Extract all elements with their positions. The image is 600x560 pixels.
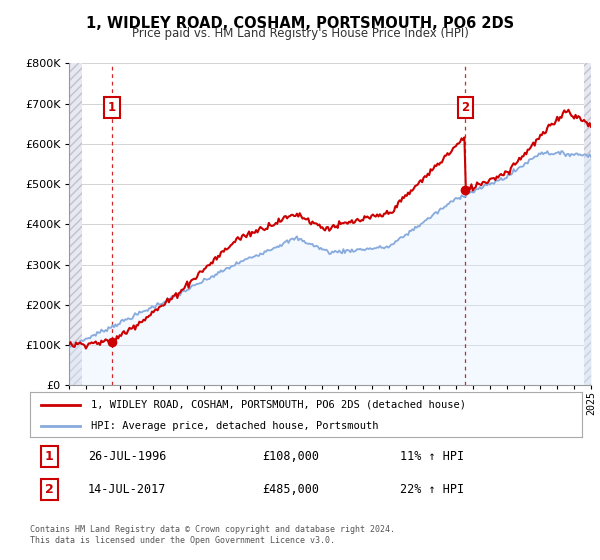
Text: 22% ↑ HPI: 22% ↑ HPI [400,483,464,496]
Text: Contains HM Land Registry data © Crown copyright and database right 2024.
This d: Contains HM Land Registry data © Crown c… [30,525,395,545]
Text: 11% ↑ HPI: 11% ↑ HPI [400,450,464,463]
Text: Price paid vs. HM Land Registry's House Price Index (HPI): Price paid vs. HM Land Registry's House … [131,27,469,40]
Text: 1, WIDLEY ROAD, COSHAM, PORTSMOUTH, PO6 2DS: 1, WIDLEY ROAD, COSHAM, PORTSMOUTH, PO6 … [86,16,514,31]
Bar [69,63,82,385]
Text: £485,000: £485,000 [262,483,319,496]
Text: £108,000: £108,000 [262,450,319,463]
Text: HPI: Average price, detached house, Portsmouth: HPI: Average price, detached house, Port… [91,421,378,431]
Text: 2: 2 [461,101,469,114]
Text: 26-JUL-1996: 26-JUL-1996 [88,450,166,463]
Text: 1: 1 [45,450,53,463]
Text: 1: 1 [108,101,116,114]
Text: 14-JUL-2017: 14-JUL-2017 [88,483,166,496]
Bar [584,63,599,385]
Text: 1, WIDLEY ROAD, COSHAM, PORTSMOUTH, PO6 2DS (detached house): 1, WIDLEY ROAD, COSHAM, PORTSMOUTH, PO6 … [91,399,466,409]
Text: 2: 2 [45,483,53,496]
